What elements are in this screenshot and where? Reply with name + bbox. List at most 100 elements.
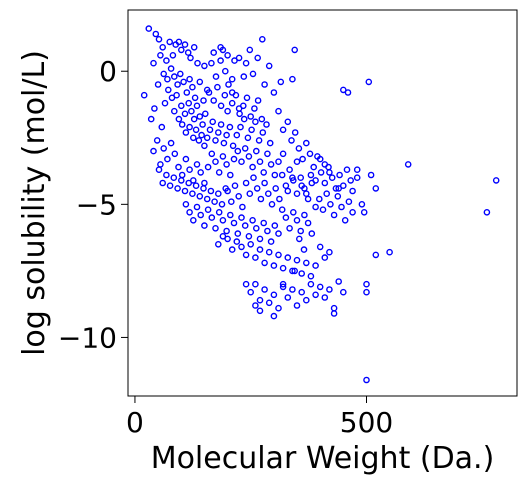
data-point <box>256 235 264 243</box>
data-point <box>247 113 254 120</box>
data-point <box>241 145 249 152</box>
data-point <box>178 171 186 179</box>
data-point <box>208 150 216 158</box>
x-tick-label: 500 <box>340 406 393 439</box>
data-point <box>300 246 308 253</box>
data-point <box>189 216 197 224</box>
data-point <box>193 161 201 168</box>
data-point <box>252 280 259 288</box>
data-point <box>279 264 287 272</box>
data-point <box>330 304 338 312</box>
data-point <box>343 166 351 173</box>
data-point <box>279 126 287 134</box>
data-point <box>241 222 249 229</box>
y-tick-label: −5 <box>76 188 117 221</box>
data-point <box>349 208 356 216</box>
data-point <box>214 190 222 197</box>
data-point <box>157 52 164 59</box>
data-point <box>307 171 315 179</box>
data-point <box>237 123 244 131</box>
data-point <box>353 166 361 173</box>
data-point <box>212 158 219 165</box>
data-point <box>164 86 172 94</box>
data-point <box>201 110 209 118</box>
data-point <box>251 105 258 112</box>
data-point <box>246 46 254 54</box>
data-point <box>279 280 287 288</box>
data-point <box>196 113 204 120</box>
data-point <box>289 208 297 216</box>
data-point <box>212 224 219 232</box>
data-point <box>219 232 227 240</box>
data-point <box>258 36 266 43</box>
data-point <box>192 126 200 134</box>
data-point <box>224 107 231 115</box>
data-point <box>214 83 221 91</box>
data-point <box>293 216 301 224</box>
data-point <box>208 214 216 221</box>
data-point <box>182 129 190 136</box>
data-point <box>267 161 275 168</box>
data-point <box>223 161 230 168</box>
x-axis-label: Molecular Weight (Da.) <box>151 441 495 476</box>
data-point <box>326 169 333 176</box>
data-point <box>238 158 245 165</box>
data-point <box>252 302 259 309</box>
data-point <box>264 150 271 158</box>
data-point <box>204 163 212 171</box>
data-point <box>275 158 282 165</box>
data-point <box>363 288 370 296</box>
data-point <box>191 94 199 102</box>
data-point <box>217 44 224 51</box>
data-point <box>212 73 220 80</box>
data-point <box>182 155 190 163</box>
data-point <box>176 70 184 78</box>
data-point <box>312 203 319 211</box>
data-point <box>293 190 301 197</box>
data-point <box>260 219 268 227</box>
data-point <box>298 288 306 296</box>
data-point <box>358 200 366 208</box>
data-point <box>338 203 345 211</box>
data-point <box>278 171 286 179</box>
data-point <box>270 291 278 299</box>
data-point <box>289 267 296 275</box>
data-point <box>386 248 393 256</box>
data-point <box>219 216 227 224</box>
data-point <box>201 62 208 70</box>
data-point <box>140 91 148 99</box>
data-point <box>158 123 166 131</box>
data-point <box>483 208 491 216</box>
data-point <box>270 89 278 96</box>
data-point <box>295 235 303 243</box>
data-point <box>230 219 238 227</box>
data-point <box>210 97 217 104</box>
data-point <box>249 70 257 78</box>
data-point <box>175 163 182 171</box>
data-point <box>159 44 166 51</box>
data-point <box>188 107 195 115</box>
data-point <box>272 185 280 192</box>
data-point <box>316 283 324 291</box>
data-point <box>335 185 343 192</box>
data-point <box>226 123 234 131</box>
y-tick-label: 0 <box>99 55 117 88</box>
data-point <box>181 110 189 118</box>
data-point <box>177 46 185 54</box>
data-point <box>196 192 204 200</box>
data-point <box>349 187 356 195</box>
data-point <box>261 286 268 293</box>
data-point <box>189 134 197 142</box>
data-point <box>180 78 187 86</box>
data-point <box>234 230 242 237</box>
plot-frame <box>127 9 518 397</box>
data-point <box>186 75 193 83</box>
data-point <box>326 286 333 293</box>
data-point <box>161 99 169 107</box>
data-point <box>170 107 178 115</box>
data-point <box>242 179 250 187</box>
data-point <box>235 54 243 62</box>
data-point <box>321 254 329 261</box>
data-point <box>201 142 208 150</box>
data-point <box>166 38 173 46</box>
